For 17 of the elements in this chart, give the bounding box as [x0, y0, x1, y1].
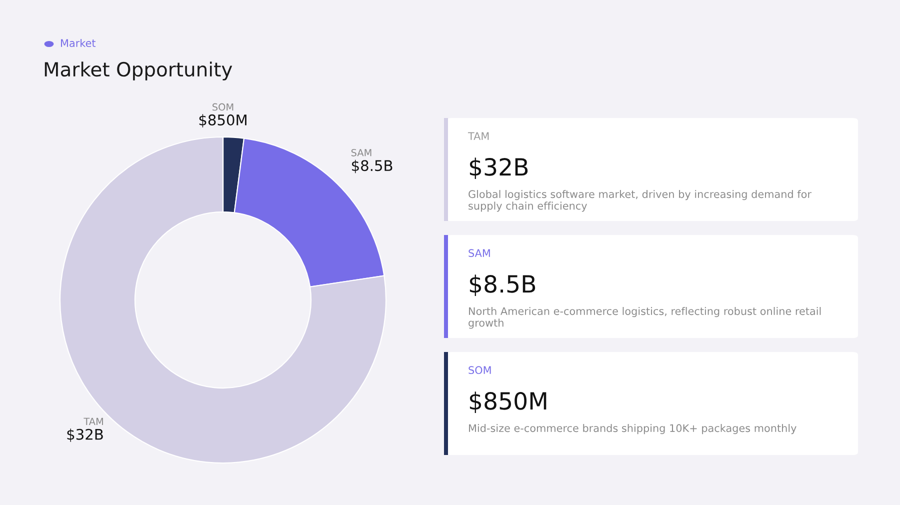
text: $32B: [67, 428, 103, 442]
text: Mid-size e-commerce brands shipping 10K+ packages monthly: [469, 424, 796, 434]
slice-label: TAM: [84, 418, 103, 425]
text: $850M: [470, 392, 546, 413]
text: $32B: [470, 158, 528, 179]
text: $850M: [199, 114, 246, 128]
text: North American e-commerce logistics, reflecting robust online retail growth: [468, 307, 821, 329]
text: SOM: [468, 366, 491, 374]
text: TAM: [468, 132, 489, 140]
text: $8.5B: [352, 160, 392, 174]
text: Global logistics software market, driven by increasing demand for supply chain efficiency: [468, 190, 812, 212]
legend-label: Market: [61, 38, 96, 48]
text: SAM: [468, 249, 490, 258]
text: $8.5B: [470, 274, 536, 296]
slice-label: SOM: [212, 103, 234, 111]
slice-label: SAM: [351, 148, 372, 156]
text: Market Opportunity: [44, 62, 232, 80]
